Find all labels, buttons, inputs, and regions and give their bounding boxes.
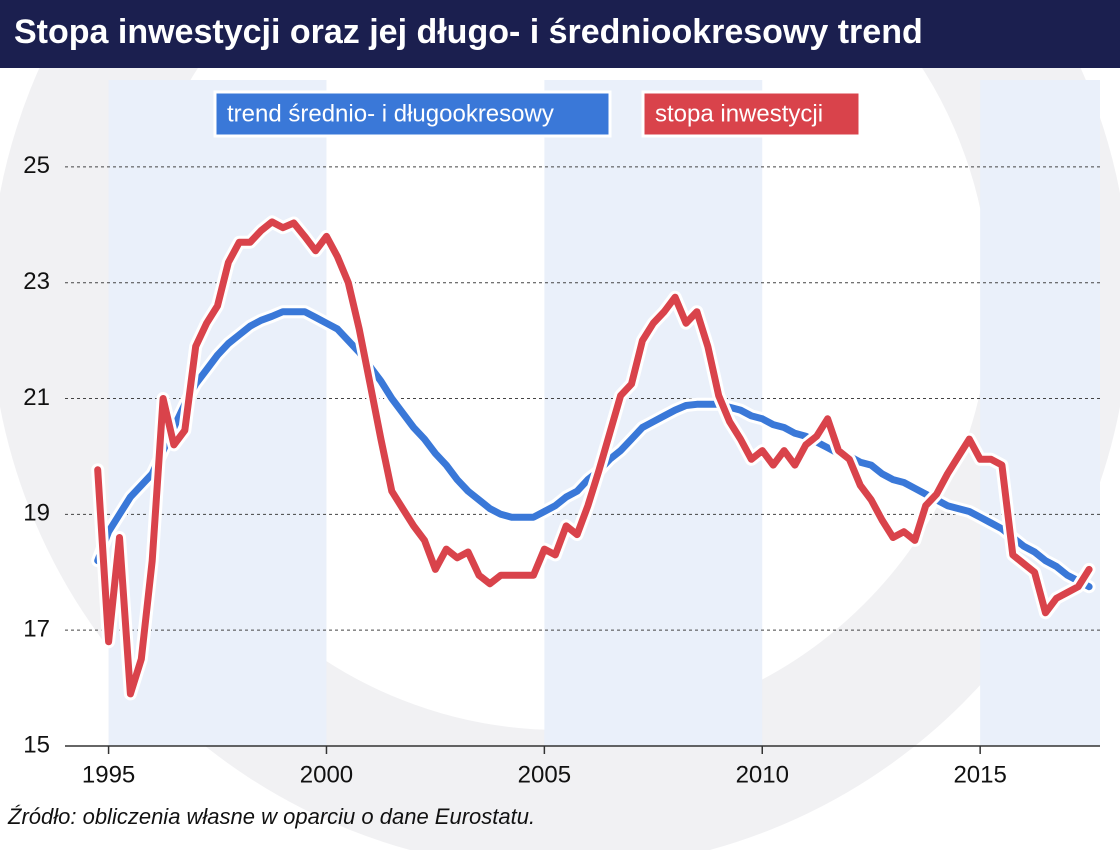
y-tick-label: 23 — [23, 268, 50, 295]
x-tick-label: 2010 — [736, 761, 789, 788]
x-tick-label: 2015 — [953, 761, 1006, 788]
bands — [108, 80, 1100, 746]
y-tick-label: 15 — [23, 731, 50, 758]
header — [0, 0, 1120, 68]
chart-title: Stopa inwestycji oraz jej długo- i średn… — [14, 13, 923, 51]
y-tick-label: 19 — [23, 500, 50, 527]
source-note: Źródło: obliczenia własne w oparciu o da… — [7, 804, 535, 829]
legend-box — [641, 90, 862, 138]
y-tick-label: 17 — [23, 616, 50, 643]
legend-label: stopa inwestycji — [655, 100, 823, 127]
y-tick-label: 25 — [23, 152, 50, 179]
legend-label: trend średnio- i długookresowy — [227, 100, 554, 127]
y-tick-label: 21 — [23, 384, 50, 411]
shaded-band — [980, 80, 1100, 746]
legend-box — [213, 90, 612, 138]
legend: trend średnio- i długookresowy stopa inwe… — [213, 90, 862, 138]
series-line — [94, 218, 1093, 698]
x-tick-label: 1995 — [82, 761, 135, 788]
x-tick-label: 2005 — [518, 761, 571, 788]
lines — [91, 215, 1096, 701]
x-tick-label: 2000 — [300, 761, 353, 788]
